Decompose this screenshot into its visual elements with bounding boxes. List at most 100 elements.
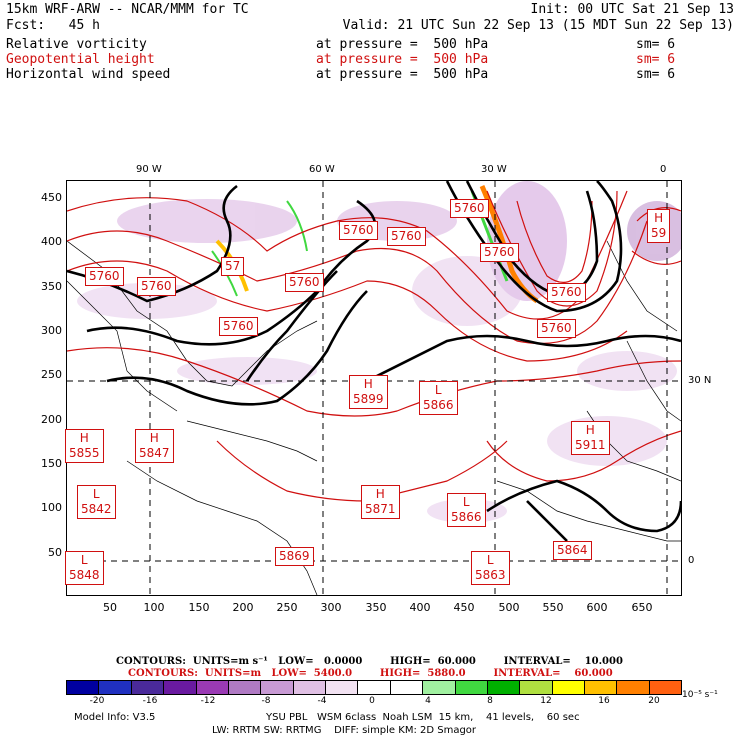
x-tick-150: 150 [188,601,210,614]
field-2-level: at pressure = 500 hPa [316,52,489,67]
lat-label-0: 0 [688,555,695,566]
lon-label-0: 0 [660,164,667,175]
x-tick-400: 400 [409,601,431,614]
init-time: Init: 00 UTC Sat 21 Sep 13 [530,2,735,17]
height-label: 5760 [450,199,489,218]
y-tick-350: 350 [41,280,62,293]
y-tick-50: 50 [48,546,62,559]
x-tick-600: 600 [586,601,608,614]
lat-label-30n: 30 N [688,375,712,386]
colorbar-swatch [649,681,682,694]
field-3-level: at pressure = 500 hPa [316,67,489,82]
colorbar-swatch [196,681,229,694]
height-label: 5760 [537,319,576,338]
colorbar-label: -8 [261,696,271,706]
height-label: 5760 [339,221,378,240]
colorbar-label: 20 [648,696,660,706]
colorbar-swatch [487,681,521,694]
colorbar-swatch [552,681,585,694]
x-tick-550: 550 [542,601,564,614]
field-3-smooth: sm= 6 [636,67,676,82]
colorbar-swatch [164,681,197,694]
low-center: L 5866 [419,381,458,415]
vorticity-colorbar [66,680,682,695]
high-center: H 5847 [135,429,174,463]
colorbar-label: 8 [487,696,493,706]
height-label: 5869 [275,547,314,566]
colorbar-label: 4 [425,696,431,706]
low-center: L 5866 [447,493,486,527]
colorbar-swatch [326,681,359,694]
x-tick-300: 300 [320,601,342,614]
colorbar-swatch [293,681,326,694]
height-label: 5864 [553,541,592,560]
colorbar-swatch [617,681,650,694]
low-center: L 5848 [65,551,104,585]
x-tick-50: 50 [103,601,117,614]
low-center: L 5863 [471,551,510,585]
colorbar-swatch [423,681,456,694]
colorbar-units: 10⁻⁵ s⁻¹ [682,690,718,700]
x-tick-650: 650 [631,601,653,614]
colorbar-swatch [228,681,262,694]
x-tick-450: 450 [453,601,475,614]
lat-lon-grid [67,181,681,595]
y-tick-450: 450 [41,191,62,204]
lon-label-60w: 60 W [309,164,335,175]
x-tick-350: 350 [365,601,387,614]
physics-line-2: LW: RRTM SW: RRTMG DIFF: simple KM: 2D S… [212,725,477,736]
high-center: H 5855 [65,429,104,463]
high-center: H 5871 [361,485,400,519]
high-center: H 5911 [571,421,610,455]
model-info: Model Info: V3.5 [74,712,156,723]
lon-label-30w: 30 W [481,164,507,175]
colorbar-swatch [99,681,132,694]
y-tick-300: 300 [41,324,62,337]
colorbar-label: 16 [598,696,610,706]
colorbar-label: -4 [317,696,327,706]
x-tick-100: 100 [143,601,165,614]
field-2-smooth: sm= 6 [636,52,676,67]
map-panel: 5760 5760 5760 5760 5760 5760 5760 5760 … [65,180,682,596]
height-label: 57 [221,257,245,276]
physics-line-1: YSU PBL WSM 6class Noah LSM 15 km, 41 le… [266,712,580,723]
colorbar-swatch [390,681,424,694]
height-label: 5760 [285,273,324,292]
height-contour-info: CONTOURS: UNITS=m LOW= 5400.0 HIGH= 5880… [128,668,613,679]
colorbar-label: 12 [540,696,552,706]
colorbar-swatch [358,681,391,694]
colorbar-label: -12 [200,696,216,706]
y-tick-200: 200 [41,413,62,426]
colorbar-swatch [261,681,294,694]
y-tick-100: 100 [41,501,62,514]
x-tick-250: 250 [276,601,298,614]
valid-time: Valid: 21 UTC Sun 22 Sep 13 (15 MDT Sun … [342,18,734,33]
low-center: L 5842 [77,485,116,519]
height-label: 5760 [85,267,124,286]
colorbar-swatch [520,681,553,694]
colorbar-swatch [585,681,618,694]
x-tick-200: 200 [232,601,254,614]
height-label: 5760 [219,317,258,336]
y-tick-150: 150 [41,457,62,470]
height-contours [67,190,681,502]
y-tick-250: 250 [41,368,62,381]
field-1-smooth: sm= 6 [636,37,676,52]
high-center: H 5899 [349,375,388,409]
field-2-name: Geopotential height [6,52,155,67]
x-tick-500: 500 [498,601,520,614]
colorbar-label: 0 [369,696,375,706]
height-label: 5760 [387,227,426,246]
field-1-name: Relative vorticity [6,37,147,52]
coastlines [67,240,681,595]
y-tick-400: 400 [41,235,62,248]
height-label: 5760 [547,283,586,302]
colorbar-label: -16 [142,696,158,706]
lon-label-90w: 90 W [136,164,162,175]
height-label: 5760 [137,277,176,296]
field-1-level: at pressure = 500 hPa [316,37,489,52]
model-title: 15km WRF-ARW -- NCAR/MMM for TC [6,2,249,17]
height-label: 5760 [480,243,519,262]
wind-contour-info: CONTOURS: UNITS=m s⁻¹ LOW= 0.0000 HIGH= … [116,656,623,667]
field-3-name: Horizontal wind speed [6,67,171,82]
